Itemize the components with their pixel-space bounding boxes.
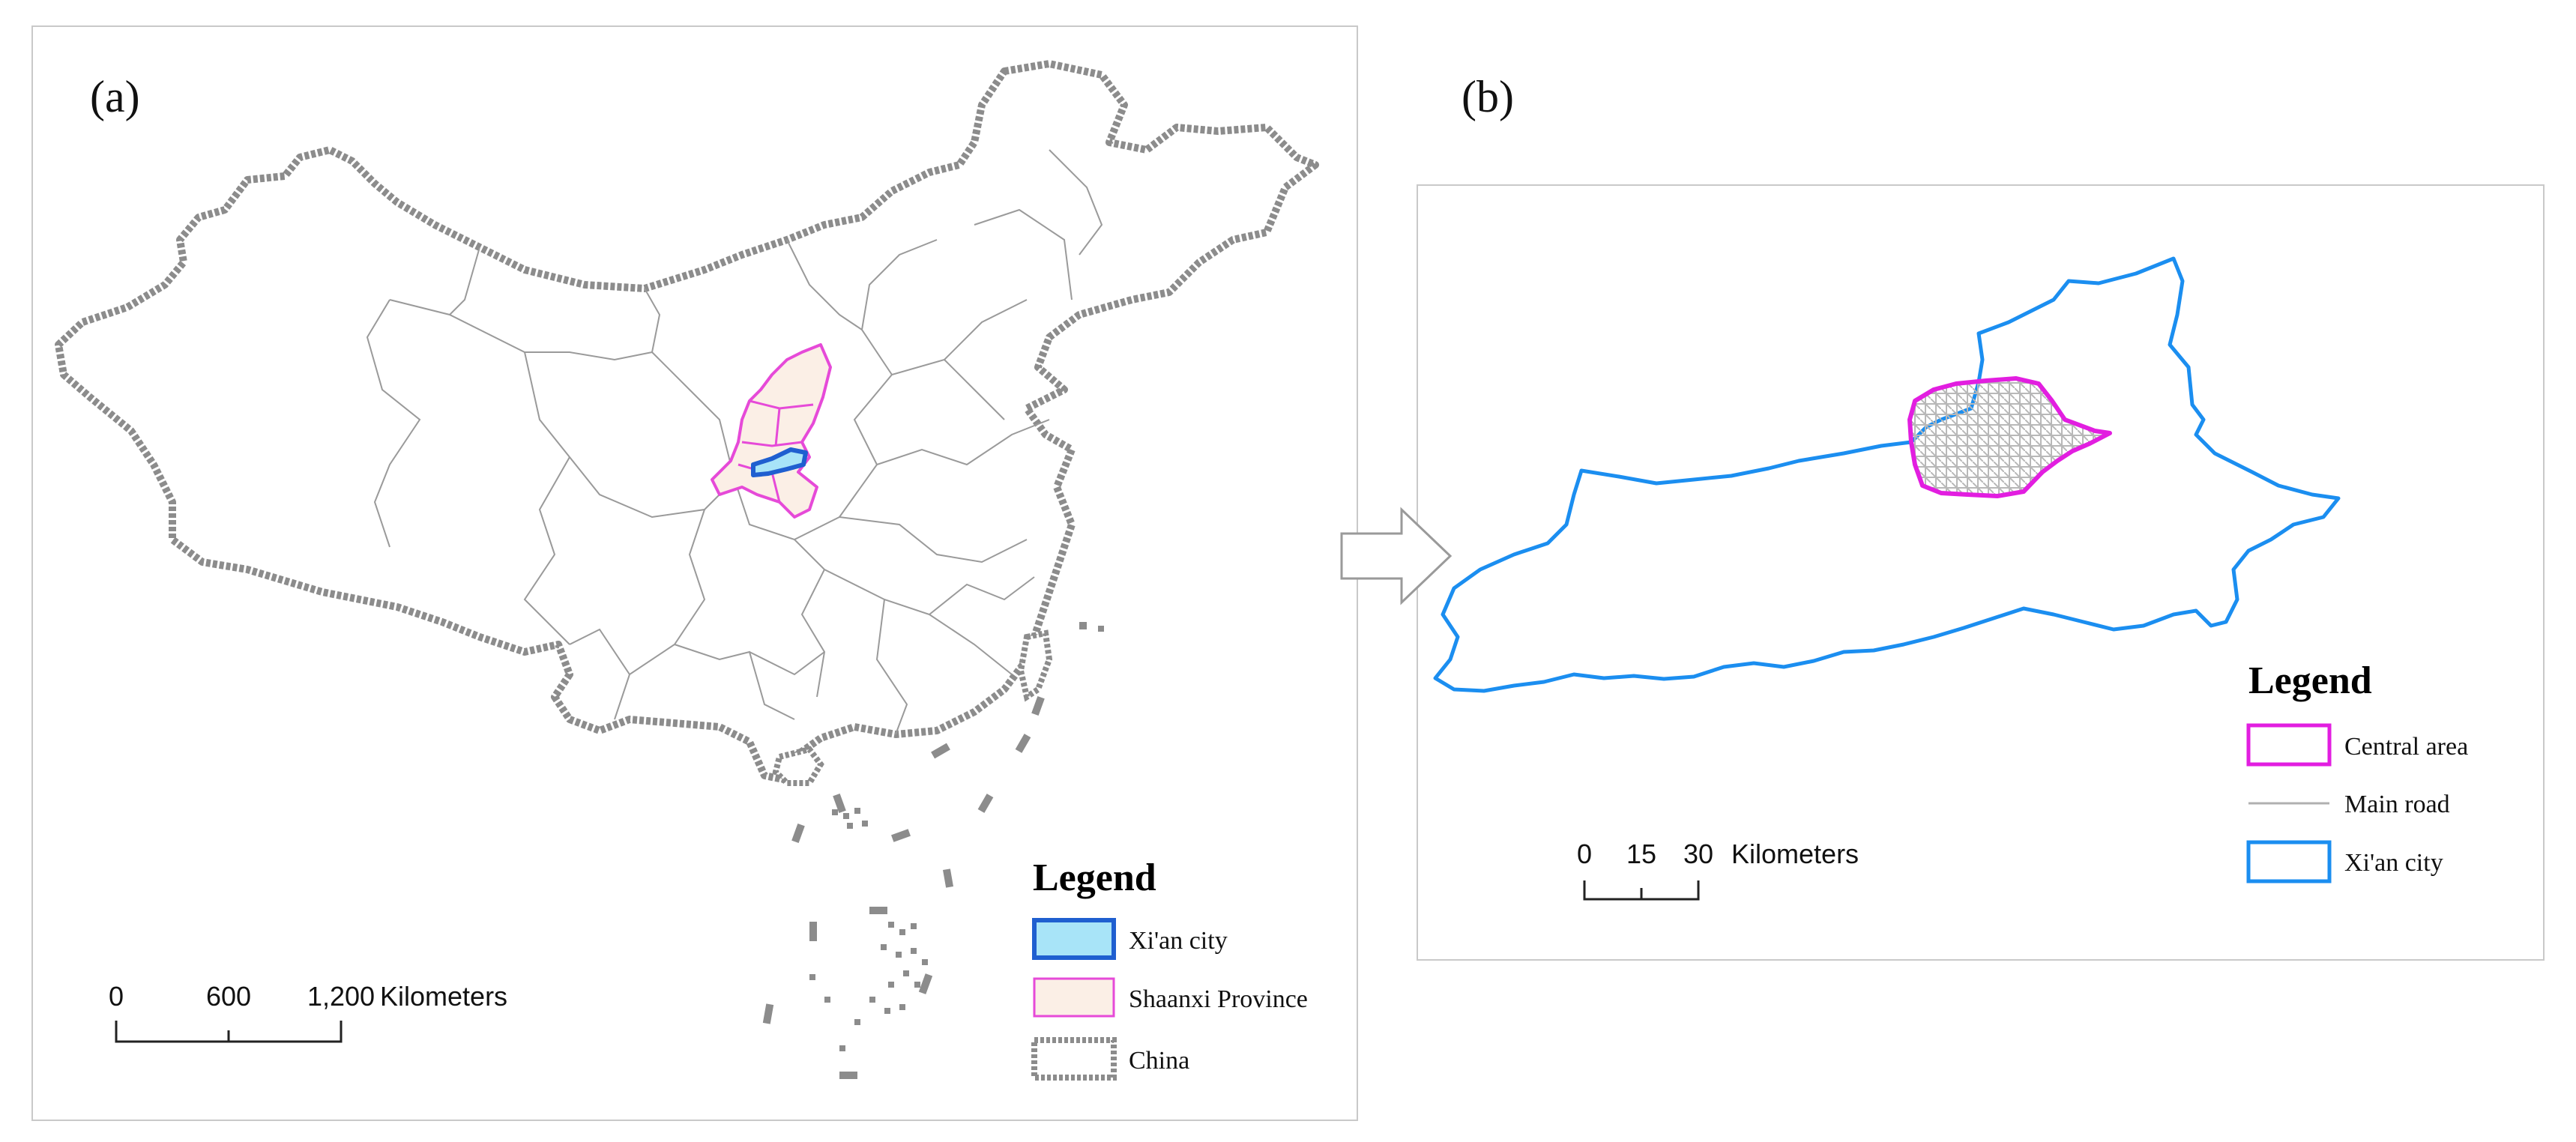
china-map	[55, 60, 1319, 1079]
panel-b-legend-item-1: Main road	[2344, 791, 2450, 818]
panel-a-label: (a)	[90, 72, 140, 121]
panel-a-legend-item-0: Xi'an city	[1129, 927, 1228, 955]
panel-a-legend: Legend Xi'an city Shaanxi Province China	[1031, 856, 1308, 1081]
province-boundaries	[366, 149, 1103, 735]
panel-b-scale-unit: Kilometers	[1731, 839, 1859, 869]
panel-a-scale-tick-1: 600	[206, 981, 251, 1012]
xian-map	[1433, 256, 2341, 693]
taiwan-island	[1017, 629, 1053, 702]
south-china-sea-islands	[762, 622, 1104, 1079]
panel-a-scale-tick-0: 0	[109, 981, 124, 1012]
hainan-island	[772, 746, 824, 786]
panel-b-legend: Legend Central area Main road Xi'an city	[2246, 659, 2468, 883]
panel-a-scale-bar: 0 600 1,200 Kilometers	[109, 981, 507, 1043]
xian-city-boundary	[1433, 256, 2341, 693]
right-arrow-icon	[1340, 507, 1453, 605]
panel-b-scale-bar: 0 15 30 Kilometers	[1577, 839, 1859, 901]
panel-a-scale-unit: Kilometers	[380, 981, 507, 1012]
panel-b-label: (b)	[1462, 72, 1514, 121]
panel-b-scale-tick-2: 30	[1683, 839, 1713, 869]
panel-b-scale-tick-1: 15	[1626, 839, 1656, 869]
panel-b-legend-item-2: Xi'an city	[2344, 849, 2443, 877]
panel-a-legend-title: Legend	[1033, 856, 1156, 899]
panel-b-scale-tick-0: 0	[1577, 839, 1592, 869]
panel-a-legend-item-2: China	[1129, 1047, 1189, 1075]
china-outline	[55, 60, 1319, 783]
panel-a-scale-tick-2: 1,200	[307, 981, 375, 1012]
shaanxi-province	[711, 343, 832, 519]
panel-b-xian-map	[1417, 184, 2545, 961]
legend-swatch-xian-city-b	[2246, 840, 2332, 883]
xian-city-region	[751, 447, 808, 477]
panel-b-legend-title: Legend	[2248, 659, 2372, 702]
legend-swatch-central-area	[2246, 723, 2332, 767]
central-area-roads	[1907, 376, 2112, 498]
panel-a-legend-item-1: Shaanxi Province	[1129, 985, 1308, 1013]
panel-b-legend-item-0: Central area	[2344, 733, 2468, 761]
legend-swatch-xian-city	[1032, 918, 1116, 960]
legend-swatch-china	[1031, 1037, 1117, 1081]
legend-swatch-shaanxi	[1033, 977, 1115, 1018]
